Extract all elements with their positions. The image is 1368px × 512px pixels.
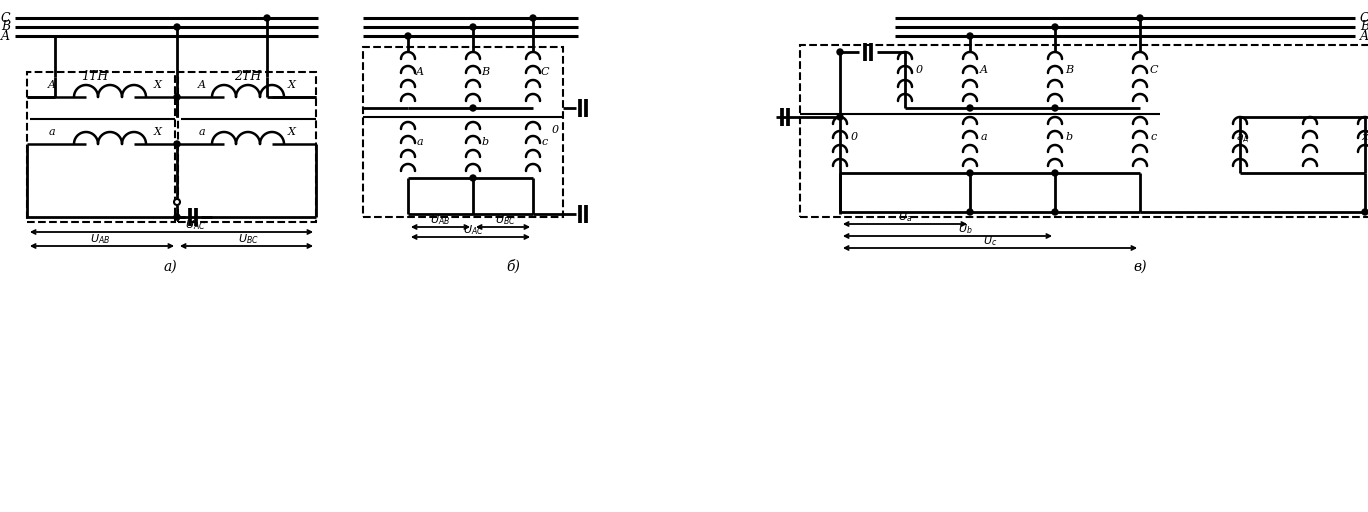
Text: $x_д$: $x_д$ xyxy=(1361,133,1368,145)
Text: а: а xyxy=(417,137,423,147)
Text: B: B xyxy=(1064,65,1073,75)
Circle shape xyxy=(967,105,973,111)
Circle shape xyxy=(264,15,269,21)
Text: а: а xyxy=(198,127,205,137)
Text: 1ТН: 1ТН xyxy=(81,71,108,83)
Circle shape xyxy=(174,199,181,205)
Circle shape xyxy=(967,33,973,39)
Text: $U_a$: $U_a$ xyxy=(897,210,912,224)
Text: B: B xyxy=(1,20,10,33)
Text: X: X xyxy=(155,127,161,137)
Text: $U_{BC}$: $U_{BC}$ xyxy=(238,232,259,246)
Text: а): а) xyxy=(163,260,176,274)
Text: A: A xyxy=(979,65,988,75)
Text: $U_b$: $U_b$ xyxy=(958,222,973,236)
Circle shape xyxy=(174,214,181,220)
Text: 0: 0 xyxy=(551,125,558,135)
Bar xyxy=(363,47,564,217)
Text: C: C xyxy=(1360,11,1368,25)
Circle shape xyxy=(967,170,973,176)
Circle shape xyxy=(1137,15,1144,21)
Circle shape xyxy=(471,175,476,181)
Text: A: A xyxy=(1360,30,1368,42)
Circle shape xyxy=(174,141,181,147)
Circle shape xyxy=(837,49,843,55)
Circle shape xyxy=(837,114,843,120)
Circle shape xyxy=(405,33,410,39)
Text: A: A xyxy=(198,80,207,90)
Bar xyxy=(800,45,1368,217)
Text: B: B xyxy=(482,67,490,77)
Text: б): б) xyxy=(506,260,520,274)
Text: а: а xyxy=(981,132,988,142)
Text: A: A xyxy=(1,30,10,42)
Text: $U_{AC}$: $U_{AC}$ xyxy=(185,218,205,232)
Text: 2ТН: 2ТН xyxy=(234,71,261,83)
Circle shape xyxy=(174,24,181,30)
Text: $U_{AB}$: $U_{AB}$ xyxy=(90,232,111,246)
Circle shape xyxy=(967,209,973,215)
Circle shape xyxy=(1052,209,1057,215)
Circle shape xyxy=(529,15,536,21)
Circle shape xyxy=(174,94,181,100)
Bar xyxy=(178,72,316,222)
Text: $U_{AB}$: $U_{AB}$ xyxy=(430,213,450,227)
Text: c: c xyxy=(542,137,549,147)
Text: $U_{BC}$: $U_{BC}$ xyxy=(495,213,516,227)
Text: C: C xyxy=(0,11,10,25)
Circle shape xyxy=(471,24,476,30)
Circle shape xyxy=(1052,170,1057,176)
Text: b: b xyxy=(1066,132,1073,142)
Text: в): в) xyxy=(1133,260,1146,274)
Text: A: A xyxy=(48,80,56,90)
Circle shape xyxy=(1052,105,1057,111)
Text: c: c xyxy=(1150,132,1157,142)
Circle shape xyxy=(1363,209,1368,215)
Bar xyxy=(27,72,175,222)
Text: а: а xyxy=(49,127,55,137)
Text: $a_д$: $a_д$ xyxy=(1237,133,1250,145)
Text: $U_{AC}$: $U_{AC}$ xyxy=(462,223,483,237)
Text: X: X xyxy=(289,127,295,137)
Text: X: X xyxy=(155,80,161,90)
Text: b: b xyxy=(482,137,488,147)
Text: X: X xyxy=(289,80,295,90)
Text: C: C xyxy=(1149,65,1159,75)
Circle shape xyxy=(471,105,476,111)
Circle shape xyxy=(1052,24,1057,30)
Text: $U_c$: $U_c$ xyxy=(982,234,997,248)
Text: A: A xyxy=(416,67,424,77)
Text: 0: 0 xyxy=(915,65,922,75)
Text: 0: 0 xyxy=(851,132,858,142)
Text: C: C xyxy=(540,67,549,77)
Text: B: B xyxy=(1360,20,1368,33)
